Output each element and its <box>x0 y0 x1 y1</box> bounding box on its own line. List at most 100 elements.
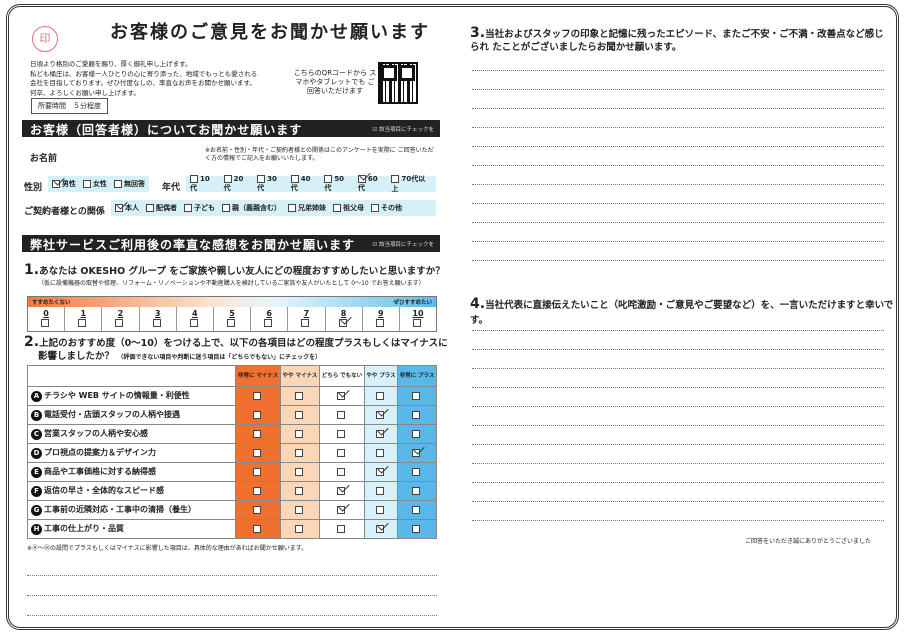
checkbox[interactable] <box>375 430 384 438</box>
checkbox[interactable] <box>83 180 91 188</box>
checkbox[interactable] <box>338 318 347 327</box>
answer-line[interactable] <box>472 368 884 369</box>
rating-cell[interactable] <box>364 424 398 444</box>
answer-line[interactable] <box>472 463 884 464</box>
rating-cell[interactable] <box>318 519 366 539</box>
answer-line[interactable] <box>472 387 884 388</box>
scale-option-8[interactable]: 8 <box>324 307 362 331</box>
checkbox[interactable] <box>391 175 400 183</box>
checkbox[interactable] <box>336 392 345 400</box>
checkbox[interactable] <box>301 318 310 327</box>
checkbox[interactable] <box>252 449 261 457</box>
answer-line[interactable] <box>472 501 884 502</box>
rating-cell[interactable] <box>396 405 438 425</box>
rating-cell[interactable] <box>279 386 320 406</box>
scale-option-7[interactable]: 7 <box>287 307 324 331</box>
checkbox[interactable] <box>114 180 122 188</box>
age-option[interactable]: 30代 <box>257 175 284 193</box>
answer-line[interactable] <box>472 260 884 261</box>
age-option[interactable]: 20代 <box>223 175 251 193</box>
rating-cell[interactable] <box>396 481 438 501</box>
scale-option-5[interactable]: 5 <box>212 307 250 331</box>
checkbox[interactable] <box>257 175 266 183</box>
checkbox[interactable] <box>375 318 384 327</box>
checkbox[interactable] <box>190 175 198 183</box>
answer-line[interactable] <box>472 70 884 71</box>
checkbox[interactable] <box>294 525 303 533</box>
checkbox[interactable] <box>411 449 420 457</box>
rating-cell[interactable] <box>396 500 438 520</box>
checkbox[interactable] <box>184 204 192 212</box>
answer-line[interactable] <box>472 127 884 128</box>
checkbox[interactable] <box>294 449 303 457</box>
gender-option[interactable]: 無回答 <box>114 179 145 189</box>
rating-cell[interactable] <box>396 386 438 406</box>
answer-line[interactable] <box>472 108 884 109</box>
checkbox[interactable] <box>375 449 384 457</box>
checkbox[interactable] <box>411 525 420 533</box>
checkbox[interactable] <box>290 175 299 183</box>
checkbox[interactable] <box>189 318 198 327</box>
checkbox[interactable] <box>294 487 303 495</box>
checkbox[interactable] <box>411 487 420 495</box>
age-option[interactable]: 40代 <box>290 175 318 193</box>
relation-option[interactable]: 祖父母 <box>333 203 364 213</box>
rating-cell[interactable] <box>279 405 320 425</box>
answer-line[interactable] <box>472 406 884 407</box>
rating-cell[interactable] <box>318 386 366 406</box>
answer-line[interactable] <box>27 595 437 596</box>
checkbox[interactable] <box>375 506 384 514</box>
scale-option-6[interactable]: 6 <box>250 307 287 331</box>
relation-option[interactable]: 本人 <box>115 203 139 213</box>
checkbox[interactable] <box>336 525 345 533</box>
age-option[interactable]: 60代 <box>357 175 385 193</box>
rating-cell[interactable] <box>318 443 366 463</box>
rating-cell[interactable] <box>364 519 398 539</box>
checkbox[interactable] <box>152 318 161 327</box>
rating-cell[interactable] <box>318 405 366 425</box>
rating-cell[interactable] <box>235 386 281 406</box>
answer-line[interactable] <box>472 349 884 350</box>
checkbox[interactable] <box>375 411 384 419</box>
checkbox[interactable] <box>294 392 303 400</box>
checkbox[interactable] <box>375 525 384 533</box>
checkbox[interactable] <box>252 487 261 495</box>
checkbox[interactable] <box>264 318 273 327</box>
rating-cell[interactable] <box>318 424 366 444</box>
checkbox[interactable] <box>252 392 261 400</box>
scale-option-0[interactable]: 0 <box>28 307 64 331</box>
checkbox[interactable] <box>227 318 236 327</box>
rating-cell[interactable] <box>364 462 398 482</box>
rating-cell[interactable] <box>396 462 438 482</box>
rating-cell[interactable] <box>235 462 281 482</box>
checkbox[interactable] <box>52 180 60 188</box>
checkbox[interactable] <box>115 204 123 212</box>
checkbox[interactable] <box>411 468 420 476</box>
scale-option-2[interactable]: 2 <box>101 307 138 331</box>
checkbox[interactable] <box>41 318 50 327</box>
checkbox[interactable] <box>78 318 87 327</box>
rating-cell[interactable] <box>396 443 438 463</box>
checkbox[interactable] <box>252 506 261 514</box>
gender-option[interactable]: 女性 <box>83 179 107 189</box>
checkbox[interactable] <box>288 204 296 212</box>
rating-cell[interactable] <box>235 424 281 444</box>
rating-cell[interactable] <box>279 443 320 463</box>
checkbox[interactable] <box>324 175 333 183</box>
checkbox[interactable] <box>336 468 345 476</box>
answer-line[interactable] <box>472 203 884 204</box>
answer-line[interactable] <box>472 444 884 445</box>
relation-option[interactable]: その他 <box>371 203 402 213</box>
relation-option[interactable]: 兄弟姉妹 <box>288 203 326 213</box>
age-option[interactable]: 70代以上 <box>391 174 432 194</box>
rating-cell[interactable] <box>318 481 366 501</box>
checkbox[interactable] <box>222 204 230 212</box>
checkbox[interactable] <box>294 430 303 438</box>
rating-cell[interactable] <box>235 443 281 463</box>
relation-option[interactable]: 配偶者 <box>146 203 177 213</box>
age-option[interactable]: 10代 <box>190 175 217 193</box>
checkbox[interactable] <box>333 204 341 212</box>
checkbox[interactable] <box>146 204 154 212</box>
rating-cell[interactable] <box>318 500 366 520</box>
answer-line[interactable] <box>27 615 437 616</box>
